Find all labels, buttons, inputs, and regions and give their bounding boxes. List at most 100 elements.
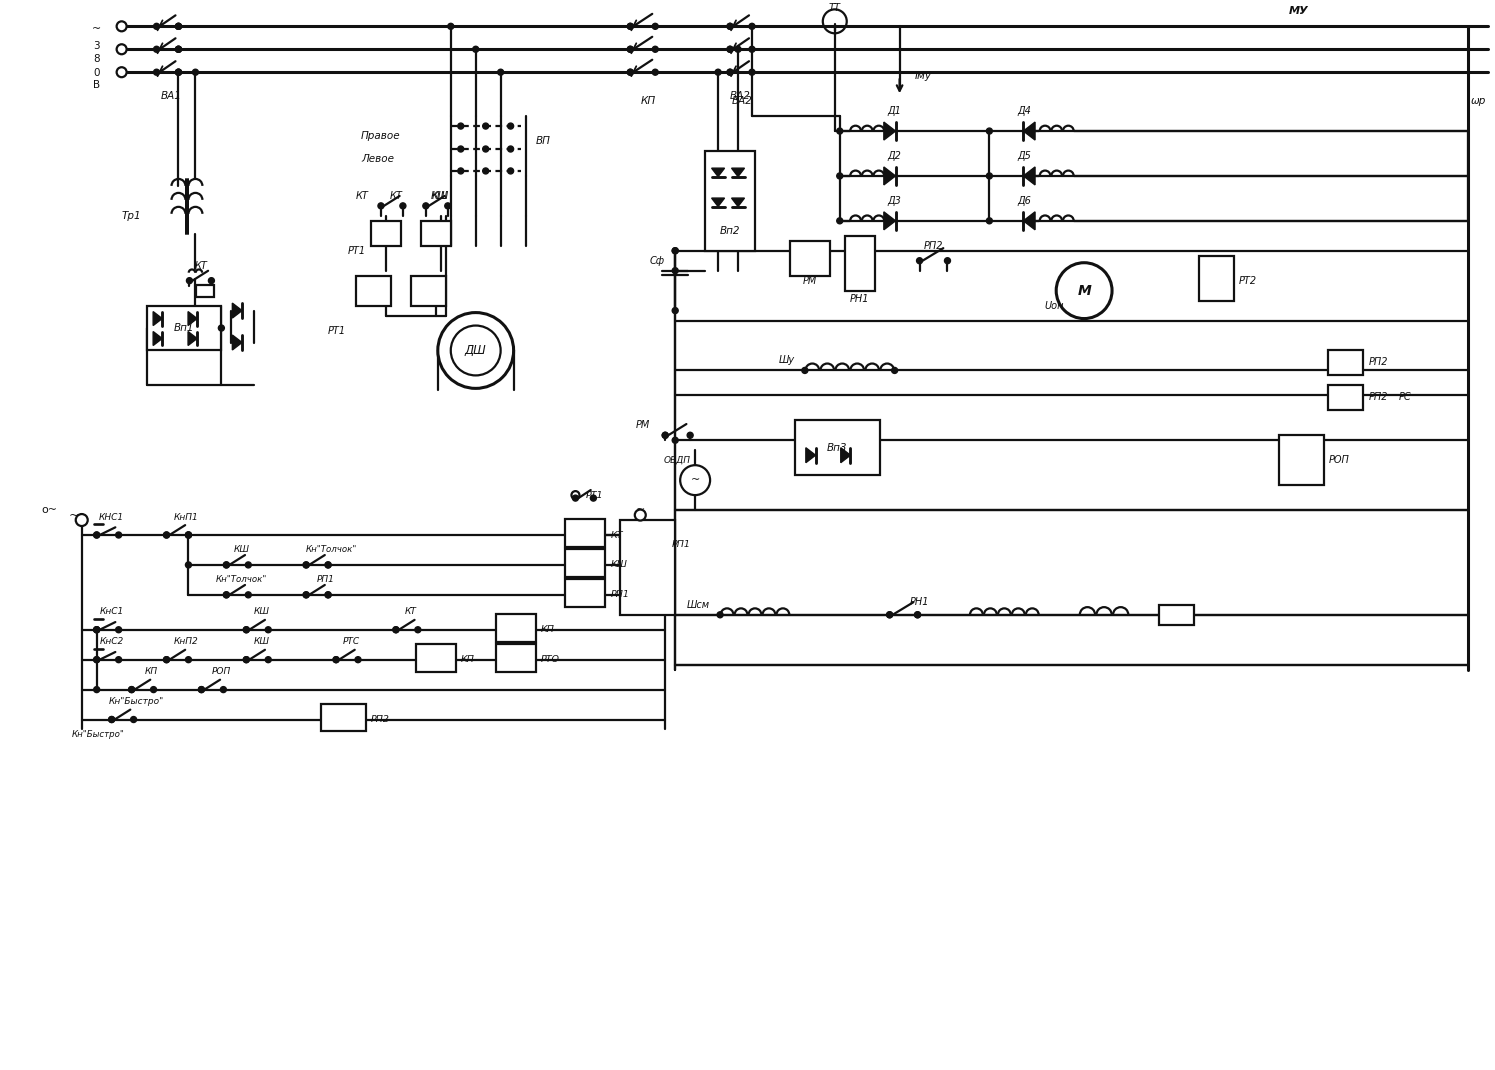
Bar xyxy=(795,421,879,475)
Circle shape xyxy=(448,24,454,29)
Circle shape xyxy=(628,70,634,75)
Circle shape xyxy=(837,218,843,224)
Text: РС: РС xyxy=(1398,393,1411,402)
Circle shape xyxy=(987,218,993,224)
Text: РМ: РМ xyxy=(635,421,650,430)
Circle shape xyxy=(635,509,646,520)
Text: Правое: Правое xyxy=(360,131,401,141)
Circle shape xyxy=(727,70,733,75)
Circle shape xyxy=(508,146,514,152)
Circle shape xyxy=(94,627,100,632)
Circle shape xyxy=(130,717,136,722)
Text: МУ: МУ xyxy=(1289,6,1308,16)
Circle shape xyxy=(718,612,724,617)
Circle shape xyxy=(94,532,100,538)
Circle shape xyxy=(324,592,330,598)
Circle shape xyxy=(324,592,330,598)
Bar xyxy=(147,306,221,351)
Text: КТ: КТ xyxy=(194,261,208,271)
Circle shape xyxy=(244,657,250,662)
Circle shape xyxy=(175,46,181,52)
Bar xyxy=(565,519,605,547)
Bar xyxy=(496,644,535,672)
Bar xyxy=(1159,605,1195,625)
Text: 8: 8 xyxy=(93,55,100,64)
Text: ~: ~ xyxy=(635,505,644,515)
Circle shape xyxy=(185,532,191,538)
Circle shape xyxy=(573,495,579,501)
Circle shape xyxy=(438,312,514,388)
Text: ВА2: ВА2 xyxy=(731,96,752,106)
Circle shape xyxy=(736,46,742,52)
Text: ТТ: ТТ xyxy=(828,3,840,13)
Circle shape xyxy=(451,325,501,376)
Text: КШ: КШ xyxy=(431,190,448,201)
Circle shape xyxy=(223,562,229,568)
Text: о~: о~ xyxy=(42,505,58,515)
Polygon shape xyxy=(1024,122,1035,140)
Circle shape xyxy=(628,24,634,29)
Circle shape xyxy=(151,687,157,692)
Circle shape xyxy=(652,24,658,29)
Circle shape xyxy=(498,70,504,75)
Circle shape xyxy=(457,123,463,129)
Circle shape xyxy=(94,627,100,632)
Text: РП2: РП2 xyxy=(1368,357,1387,367)
Circle shape xyxy=(887,612,893,617)
Text: РТ2: РТ2 xyxy=(1239,276,1257,286)
Circle shape xyxy=(749,70,755,75)
Text: ωр: ωр xyxy=(1471,96,1486,106)
Circle shape xyxy=(508,168,514,174)
Circle shape xyxy=(193,70,199,75)
Circle shape xyxy=(378,203,384,209)
Text: 0: 0 xyxy=(94,68,100,78)
Text: КШ: КШ xyxy=(610,561,628,569)
Circle shape xyxy=(175,46,181,52)
Circle shape xyxy=(446,203,451,209)
Circle shape xyxy=(109,717,115,722)
Circle shape xyxy=(591,495,597,501)
Circle shape xyxy=(837,128,843,134)
Circle shape xyxy=(416,627,422,632)
Circle shape xyxy=(333,657,339,662)
Bar xyxy=(789,241,830,276)
Circle shape xyxy=(265,657,271,662)
Text: КТ: КТ xyxy=(356,190,369,201)
Circle shape xyxy=(208,278,214,284)
Circle shape xyxy=(680,465,710,495)
Polygon shape xyxy=(712,168,725,177)
Circle shape xyxy=(94,657,100,662)
Text: КП: КП xyxy=(460,655,474,664)
Polygon shape xyxy=(232,303,242,318)
Bar xyxy=(411,276,446,306)
Circle shape xyxy=(244,657,250,662)
Circle shape xyxy=(916,258,922,263)
Text: ДШ: ДШ xyxy=(465,343,486,357)
Circle shape xyxy=(887,612,893,617)
Text: Iму: Iму xyxy=(915,72,931,81)
Circle shape xyxy=(354,657,360,662)
Circle shape xyxy=(727,46,733,52)
Polygon shape xyxy=(1024,212,1035,230)
Circle shape xyxy=(628,24,634,29)
Polygon shape xyxy=(152,311,163,325)
Circle shape xyxy=(303,562,309,568)
Circle shape xyxy=(483,168,489,174)
Text: КнС2: КнС2 xyxy=(100,638,124,646)
Text: 3: 3 xyxy=(93,42,100,51)
Polygon shape xyxy=(731,168,745,177)
Text: ОВДП: ОВДП xyxy=(664,456,691,464)
Circle shape xyxy=(117,21,127,31)
Circle shape xyxy=(1055,263,1112,319)
Polygon shape xyxy=(188,311,197,325)
Circle shape xyxy=(154,70,160,75)
Text: РМ: РМ xyxy=(803,276,816,286)
Circle shape xyxy=(129,687,135,692)
Circle shape xyxy=(393,627,399,632)
Circle shape xyxy=(185,562,191,568)
Text: Кн"Толчок": Кн"Толчок" xyxy=(305,546,357,554)
Circle shape xyxy=(688,432,694,439)
Circle shape xyxy=(163,532,169,538)
Circle shape xyxy=(628,70,634,75)
Bar xyxy=(321,704,366,732)
